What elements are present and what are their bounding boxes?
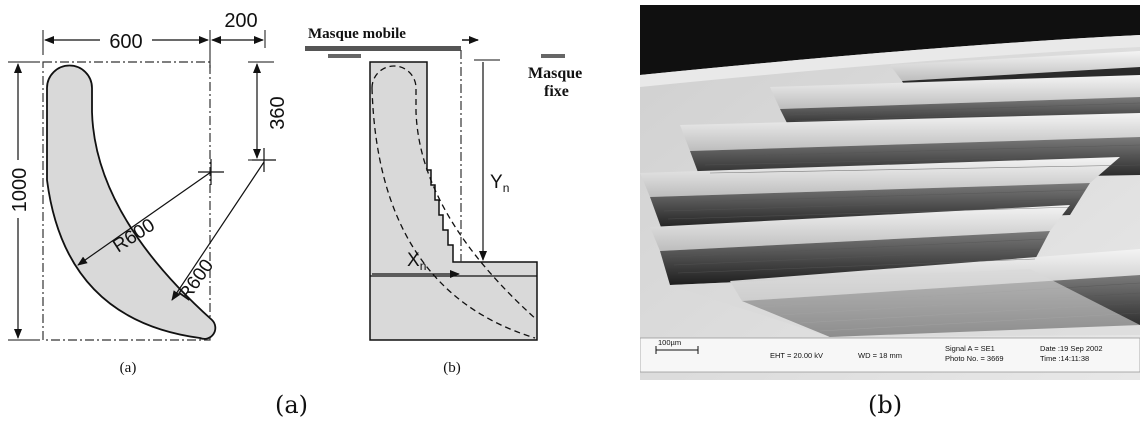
fixed-mask-label-2: fixe xyxy=(544,83,569,100)
dimension-200-label: 200 xyxy=(224,10,257,32)
wd-label: WD = 18 mm xyxy=(858,351,902,360)
eht-label: EHT = 20.00 kV xyxy=(770,351,823,360)
sublabel-a: (a) xyxy=(120,360,137,376)
photo-label: Photo No. = 3669 xyxy=(945,354,1004,363)
caption-a: (a) xyxy=(275,391,309,419)
bounding-rectangle xyxy=(42,61,211,341)
xn-label: Xn xyxy=(407,250,426,273)
dimension-600-label: 600 xyxy=(109,31,142,53)
fixed-mask-label-1: Masque xyxy=(528,65,582,82)
mobile-mask-label: Masque mobile xyxy=(308,26,406,42)
sem-micrograph: 100µm EHT = 20.00 kV WD = 18 mm Signal A… xyxy=(639,5,1141,380)
sublabel-b: (b) xyxy=(443,360,461,376)
caption-b: (b) xyxy=(868,391,903,419)
dimension-1000-label: 1000 xyxy=(9,168,31,213)
target-dashed-outline xyxy=(371,65,538,339)
curved-part-shape xyxy=(46,64,217,340)
signal-label: Signal A = SE1 xyxy=(945,344,995,353)
deposited-shape xyxy=(369,61,538,341)
mobile-mask-bar xyxy=(305,46,461,51)
sem-micrograph-panel: 100µm EHT = 20.00 kV WD = 18 mm Signal A… xyxy=(639,5,1141,380)
sem-info-bar xyxy=(639,337,1141,373)
radius-label-2: R600 xyxy=(175,256,218,305)
scale-bar-label: 100µm xyxy=(658,338,681,347)
technical-drawing: 600 200 1000 360 R600 R600 (a) Masque mo… xyxy=(8,10,582,376)
dimension-360-label: 360 xyxy=(267,96,289,129)
technical-drawing-panel: 600 200 1000 360 R600 R600 (a) Masque mo… xyxy=(0,0,590,390)
time-label: Time :14:11:38 xyxy=(1040,354,1089,363)
date-label: Date :19 Sep 2002 xyxy=(1040,344,1103,353)
fixed-mask-under xyxy=(328,54,361,58)
fixed-mask-legend xyxy=(541,54,565,58)
yn-label: Yn xyxy=(490,172,509,195)
